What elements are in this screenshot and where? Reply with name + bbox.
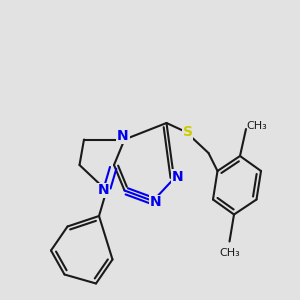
Text: N: N	[117, 129, 129, 143]
Text: N: N	[98, 184, 109, 197]
Text: S: S	[182, 125, 193, 139]
Text: CH₃: CH₃	[219, 248, 240, 258]
Text: N: N	[172, 170, 183, 184]
Text: N: N	[150, 196, 162, 209]
Text: CH₃: CH₃	[246, 121, 267, 131]
